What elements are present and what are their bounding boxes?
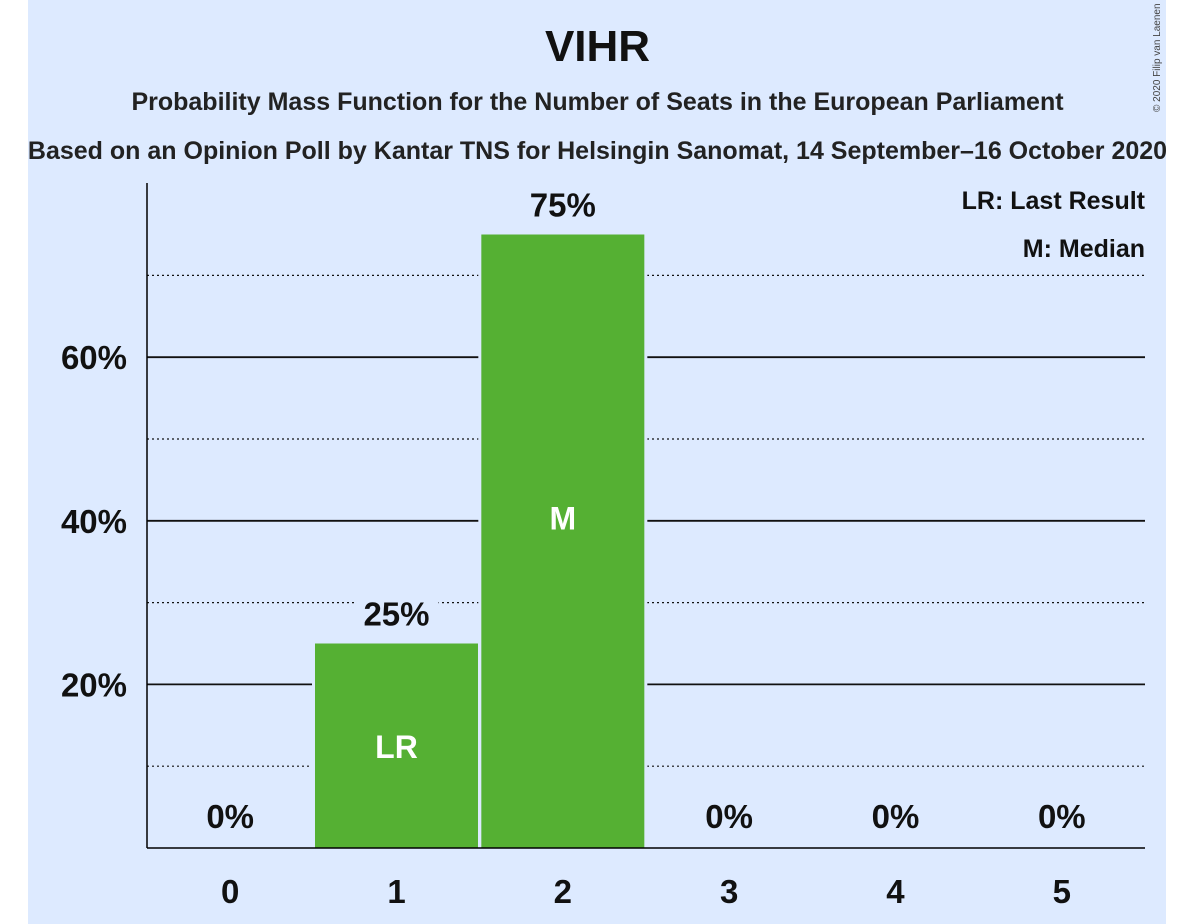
legend-median: M: Median [1023, 235, 1145, 263]
chart-subtitle: Probability Mass Function for the Number… [131, 88, 1064, 116]
bar-layer [311, 232, 648, 848]
bar-value-label: 0% [206, 798, 254, 835]
bar [314, 643, 478, 848]
x-tick-label: 1 [387, 873, 405, 910]
x-tick-label: 0 [221, 873, 239, 910]
chart-title: VIHR [544, 22, 651, 71]
bar-value-label: 75% [530, 187, 596, 224]
bar-value-label: 0% [1038, 798, 1086, 835]
chart-source-note: Based on an Opinion Poll by Kantar TNS f… [27, 137, 1168, 165]
bar [481, 234, 645, 848]
value-label-backdrop [520, 184, 605, 223]
x-tick-label: 2 [554, 873, 572, 910]
x-tick-label: 3 [720, 873, 738, 910]
legend-last-result: LR: Last Result [962, 187, 1146, 215]
bar-value-label: 0% [872, 798, 920, 835]
x-tick-label: 5 [1053, 873, 1071, 910]
bar-value-label: 0% [705, 798, 753, 835]
y-tick-label: 40% [61, 503, 127, 540]
y-tick-label: 60% [61, 339, 127, 376]
value-label-backdrop [354, 593, 439, 632]
bar-value-label: 25% [363, 596, 429, 633]
bar-marker-label: M [549, 500, 576, 536]
bar-marker-label: LR [375, 729, 418, 765]
x-tick-label: 4 [886, 873, 905, 910]
y-tick-label: 20% [61, 666, 127, 703]
